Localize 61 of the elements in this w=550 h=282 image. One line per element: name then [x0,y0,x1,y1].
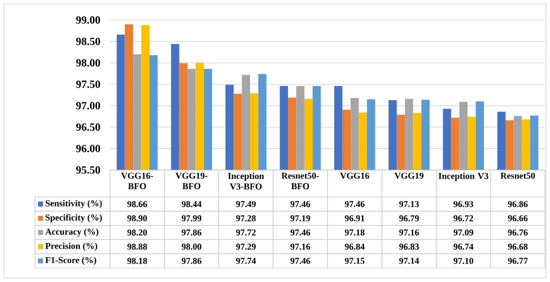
data-label: 96.84 [344,244,365,250]
data-label: 97.16 [399,229,419,236]
data-label: 97.46 [290,201,310,208]
y-tick-label: 96.00 [76,144,100,152]
x-tick-label: VGG19 [394,172,424,179]
data-label: 97.46 [290,229,310,236]
x-tick-label: VGG19-BFO [175,172,208,190]
x-tick-label: Inception V3 [438,172,488,181]
data-label: 98.00 [182,244,202,250]
x-tick-label: Inception V3-BFO [228,172,264,190]
y-tick-label: 98.50 [76,38,100,46]
data-label: 98.90 [127,215,147,222]
data-label: 97.18 [344,229,364,236]
y-tick-label: 98.00 [76,59,100,67]
data-label: 96.66 [508,215,528,222]
data-label: 97.14 [399,258,419,264]
data-label: 97.15 [344,258,364,264]
x-tick-label: Resnet50-BFO [282,172,319,190]
data-label: 98.44 [182,201,202,208]
data-label: 96.68 [508,244,528,250]
data-label: 98.66 [127,201,148,208]
data-label: 96.86 [508,201,528,208]
data-label: 96.77 [508,258,528,264]
data-label: 97.49 [236,201,256,208]
data-label: 96.93 [454,201,474,208]
legend-label: Sensitivity (%) [46,200,102,208]
data-label: 97.16 [290,244,310,250]
y-tick-label: 97.50 [76,80,100,88]
x-tick-label: VGG16-BFO [121,172,154,190]
data-label: 97.46 [344,201,365,208]
y-tick-label: 95.50 [76,166,100,174]
data-label: 97.86 [182,229,202,236]
legend-label: F1-Score (%) [45,256,96,265]
data-label: 96.79 [399,215,419,222]
data-label: 96.72 [454,215,474,222]
data-label: 97.74 [236,258,256,264]
y-tick-label: 97.00 [76,102,100,110]
data-label: 98.88 [127,244,147,250]
data-label: 96.74 [454,244,474,250]
data-label: 97.86 [182,258,202,264]
data-label: 98.20 [127,229,147,236]
data-label: 97.10 [454,258,474,264]
data-label: 97.99 [182,215,202,222]
y-tick-label: 99.00 [76,16,100,24]
y-tick-label: 96.50 [76,123,100,131]
data-label: 98.18 [127,258,147,264]
legend-label: Specificity (%) [46,214,102,222]
x-tick-label: VGG16 [340,172,370,179]
data-label: 96.91 [344,215,364,222]
data-label: 97.29 [236,244,256,250]
data-label: 96.76 [508,229,528,236]
data-label: 96.83 [399,244,419,250]
data-label: 97.72 [236,229,256,236]
x-tick-label: Resnet50 [500,172,535,179]
data-label: 97.09 [454,229,474,236]
legend-label: Accuracy (%) [45,228,98,237]
legend-label: Precision (%) [45,242,98,251]
data-label: 97.19 [290,215,310,222]
data-label: 97.28 [236,215,256,222]
data-label: 97.46 [290,258,310,264]
data-label: 97.13 [399,201,419,208]
